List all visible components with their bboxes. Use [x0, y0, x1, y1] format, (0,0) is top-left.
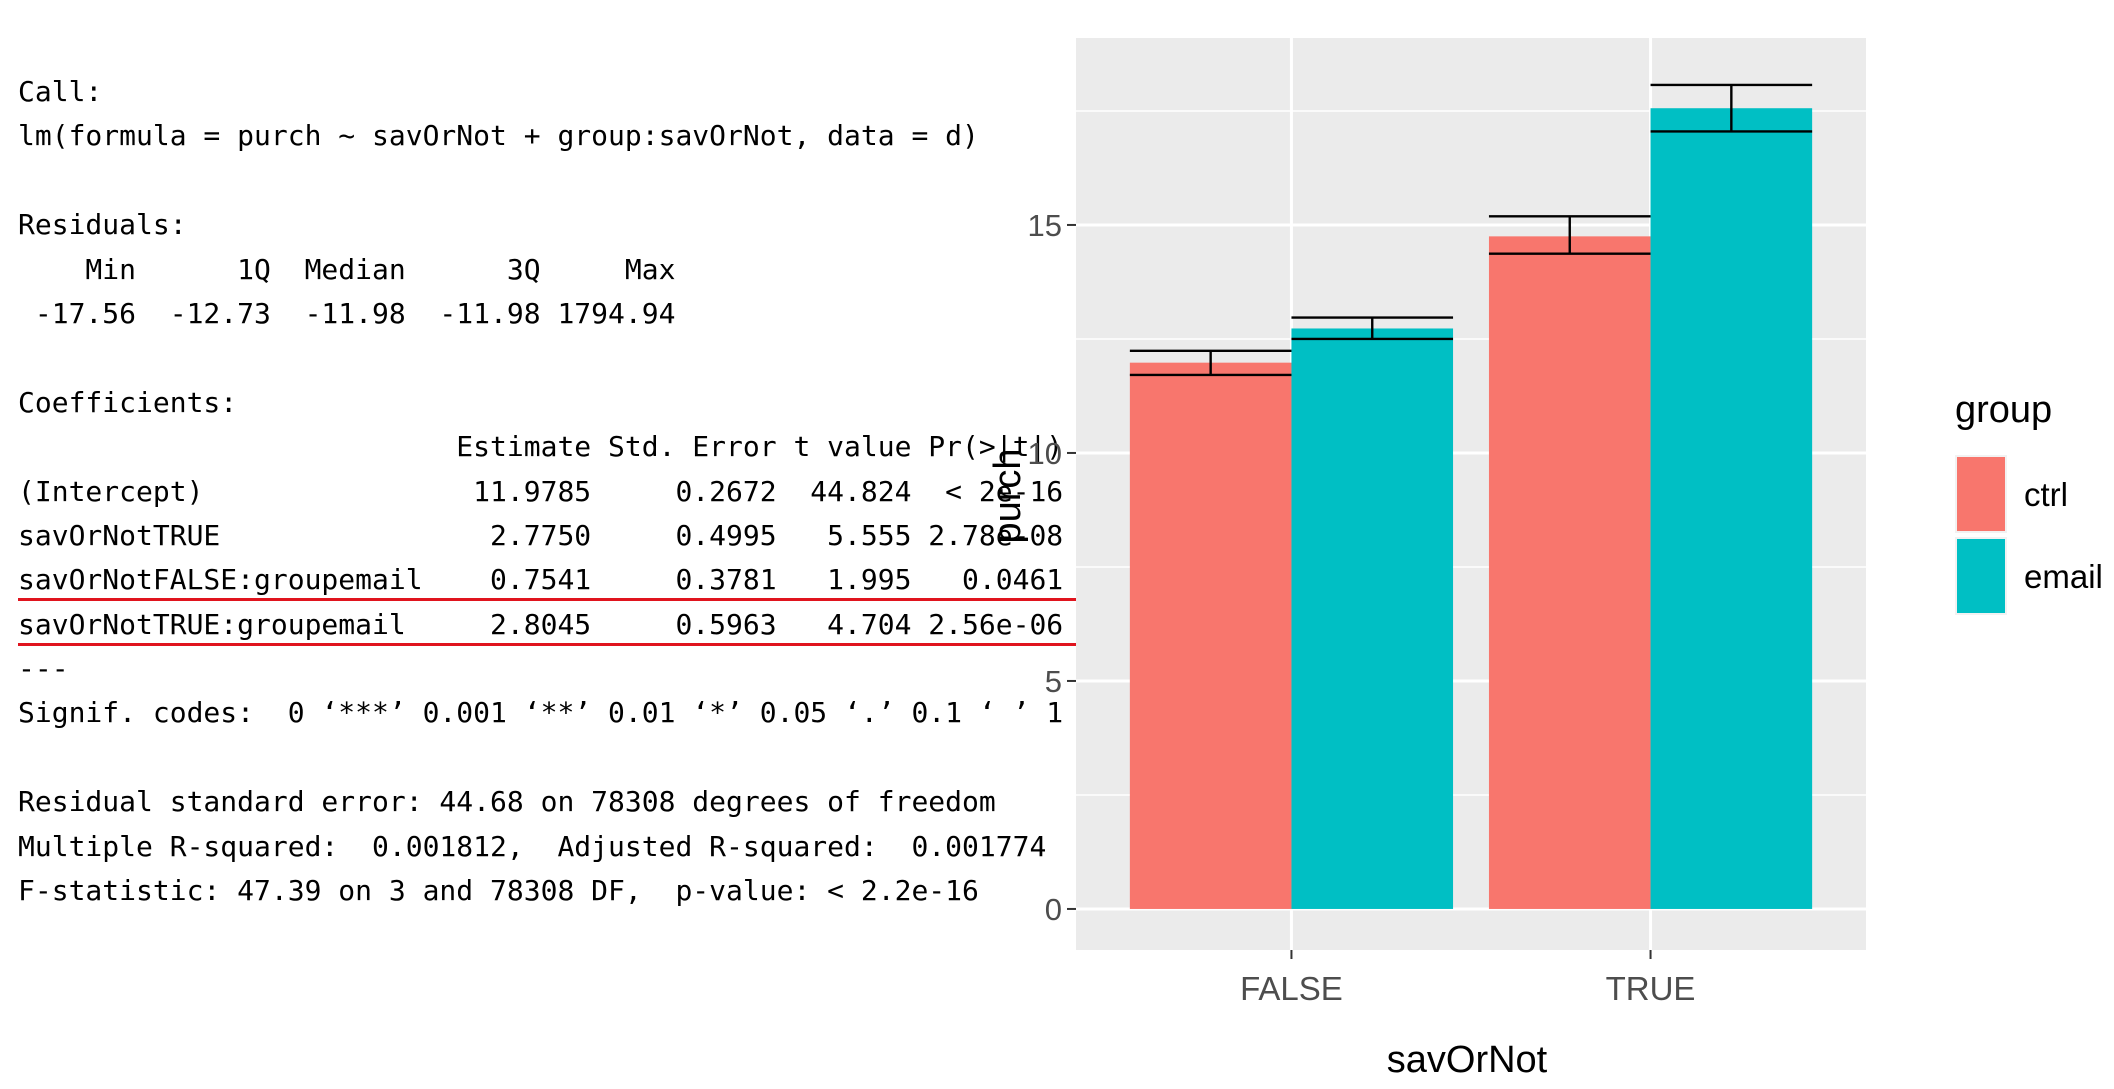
y-tick-label: 0 — [1045, 892, 1062, 927]
x-axis-title: savOrNot — [1387, 1039, 1548, 1081]
y-tick-label: 10 — [1028, 436, 1062, 471]
legend-label: email — [2024, 558, 2103, 595]
x-tick-label: TRUE — [1606, 970, 1696, 1007]
legend-title: group — [1955, 389, 2052, 431]
bar-email-TRUE — [1651, 108, 1813, 909]
x-tick-label: FALSE — [1240, 970, 1343, 1007]
legend-key-swatch — [1957, 539, 2005, 613]
y-tick-label: 15 — [1028, 208, 1062, 243]
y-axis-title: purch — [987, 448, 1029, 543]
bar-ctrl-TRUE — [1489, 236, 1651, 909]
legend-key-swatch — [1957, 457, 2005, 531]
legend-label: ctrl — [2024, 476, 2068, 513]
y-tick-label: 5 — [1045, 664, 1062, 699]
bar-ctrl-FALSE — [1130, 363, 1292, 909]
bar-email-FALSE — [1291, 328, 1453, 908]
